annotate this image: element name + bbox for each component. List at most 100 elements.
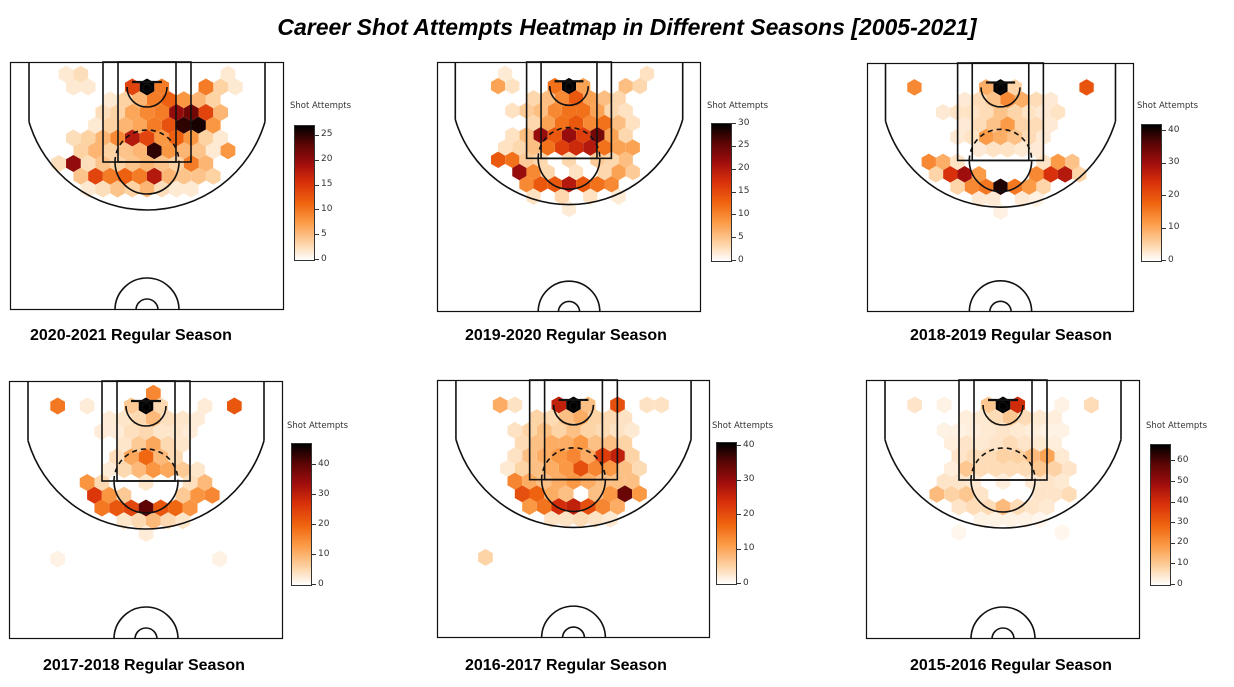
heatmap-cell [146, 461, 161, 479]
court-heatmap [865, 379, 1141, 640]
heatmap-cell [153, 499, 169, 517]
heatmap-cell [205, 116, 221, 134]
heatmap-cell [544, 510, 559, 528]
heatmap-cell [88, 116, 103, 134]
heatmap-cell [198, 129, 214, 147]
center-circle-outer [114, 277, 180, 311]
heatmap-cell [205, 91, 221, 109]
heatmap-cell [928, 166, 944, 183]
heatmap-cell [51, 155, 67, 172]
colorbar [711, 123, 732, 262]
heatmap-cell [929, 485, 945, 503]
colorbar-tick-label: 5 [738, 231, 744, 242]
colorbar-tick-label: 15 [321, 179, 333, 190]
heatmap-cell [936, 396, 952, 414]
heatmap-cell [1003, 434, 1018, 452]
heatmap-cell [995, 447, 1011, 465]
colorbar [1150, 444, 1171, 586]
heatmap-cell [117, 142, 133, 160]
colorbar-tickmark [732, 260, 736, 261]
heatmap-cell [590, 151, 605, 168]
heatmap-cell [1025, 498, 1040, 516]
heatmap-cell [1083, 396, 1099, 414]
heatmap-cell [498, 139, 513, 156]
colorbar-tick-label: 10 [743, 543, 755, 554]
colorbar-tickmark [1162, 260, 1166, 261]
court-heatmap [436, 61, 702, 313]
heatmap-cell [551, 472, 567, 490]
heatmap-cell [583, 114, 598, 132]
heatmap-cell [1043, 166, 1058, 183]
heatmap-cell [907, 79, 922, 96]
heatmap-cell [153, 423, 169, 440]
heatmap-cell [958, 434, 974, 452]
heatmap-cell [957, 91, 972, 109]
heatmap-cell [505, 77, 520, 95]
heatmap-cell [944, 485, 959, 503]
heatmap-cell [569, 139, 584, 156]
heatmap-cell [536, 472, 552, 490]
free-throw-arc-dashed [968, 128, 1033, 161]
colorbar-tickmark [737, 445, 741, 447]
main-title: Career Shot Attempts Heatmap in Differen… [277, 14, 977, 40]
colorbar-tickmark [315, 184, 319, 186]
heatmap-cell [190, 461, 205, 479]
heatmap-cell [558, 485, 574, 503]
heatmap-cell [632, 77, 648, 95]
colorbar-tickmark [732, 191, 736, 193]
heatmap-cell [138, 423, 154, 440]
colorbar-tick-label: 10 [321, 203, 333, 214]
inner-lane [116, 380, 176, 482]
heatmap-cell [88, 167, 103, 185]
heatmap-cell [611, 163, 626, 181]
heatmap-cell [1054, 422, 1070, 439]
heatmap-cell [160, 512, 176, 530]
heatmap-cell [576, 176, 591, 193]
heatmap-cell [1029, 166, 1044, 183]
colorbar [1141, 124, 1162, 262]
free-throw-arc-dashed [970, 447, 1036, 481]
colorbar-tick-label: 10 [738, 208, 750, 219]
hoop [142, 83, 152, 93]
heatmap-cell [624, 472, 640, 490]
heatmap-cell [183, 155, 199, 172]
colorbar-tick-label: 15 [738, 186, 750, 196]
heatmap-cell [554, 114, 569, 132]
heatmap-cell [175, 486, 191, 504]
court-lines [436, 61, 702, 313]
heatmap-cell [1039, 473, 1055, 490]
heatmap-cell [957, 166, 972, 183]
colorbar-tick-label: 0 [743, 577, 749, 588]
heatmap-cell [597, 114, 612, 132]
heatmap-cell [547, 102, 562, 119]
heatmap-cell [175, 410, 191, 428]
colorbar-tick-label: 50 [1177, 475, 1189, 486]
heatmap-cell [966, 498, 981, 516]
heatmap-cell [123, 423, 139, 440]
heatmap-cell [529, 409, 545, 427]
heatmap-cell [66, 155, 81, 172]
heatmap-cell [950, 153, 965, 171]
heatmap-cell [573, 510, 589, 528]
colorbar-tick-label: 25 [321, 129, 333, 140]
colorbar-tick-label: 0 [1177, 578, 1183, 589]
court-lines [865, 379, 1141, 640]
heatmap-cell [146, 512, 161, 530]
colorbar-tickmark [312, 494, 316, 495]
heatmap-cell [1047, 409, 1062, 427]
season-label: 2015-2016 Regular Season [910, 657, 1112, 674]
colorbar-title: Shot Attempts [1137, 101, 1199, 111]
heatmap-cell [973, 511, 989, 529]
heatmap-cell [583, 188, 598, 205]
heatmap-cell [618, 127, 633, 144]
court-lines [866, 62, 1135, 313]
restricted-arc [548, 86, 590, 107]
heatmap-cell [66, 78, 81, 96]
heatmap-cell [190, 486, 205, 504]
heatmap-cell [80, 129, 96, 147]
free-throw-arc-solid [537, 158, 601, 190]
heatmap-cell [573, 434, 589, 452]
colorbar-tickmark [1171, 542, 1175, 544]
colorbar-tickmark [737, 583, 741, 584]
heatmap-cell [198, 104, 214, 121]
